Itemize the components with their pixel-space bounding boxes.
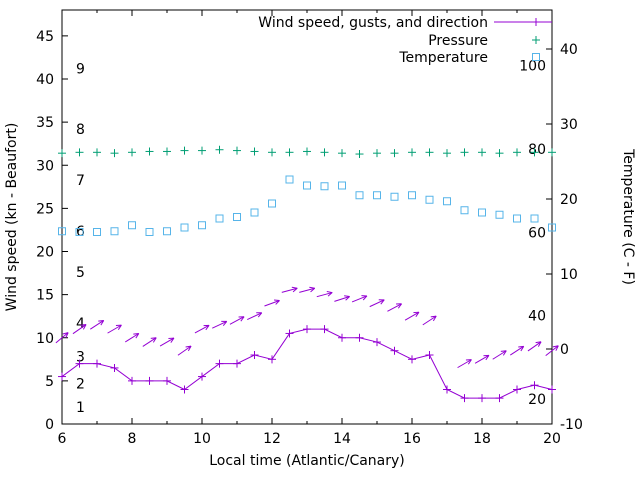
legend-wind-label: Wind speed, gusts, and direction <box>258 15 488 31</box>
legend-pressure-label: Pressure <box>428 33 488 49</box>
axes: 6 8 10 12 14 16 18 20051015202530354045-1001020… <box>36 9 583 447</box>
y-right-tick-label: 40 <box>560 42 578 58</box>
y-right-tick-label: 30 <box>560 117 578 133</box>
gust-direction-arrows <box>55 286 559 369</box>
fahrenheit-scale-label: 100 <box>519 59 546 75</box>
y-left-tick-label: 10 <box>36 331 54 347</box>
x-tick-label: 16 <box>403 431 421 447</box>
y-left-tick-label: 40 <box>36 72 54 88</box>
chart-series <box>55 145 559 403</box>
x-axis-label: Local time (Atlantic/Canary) <box>209 453 405 469</box>
beaufort-scale-label: 6 <box>76 224 85 240</box>
x-tick-label: 14 <box>333 431 351 447</box>
beaufort-scale-label: 1 <box>76 400 85 416</box>
y-right-tick-label: 10 <box>560 267 578 283</box>
x-tick-label: 8 <box>128 431 137 447</box>
fahrenheit-scale-label: 60 <box>528 225 546 241</box>
x-tick-label: 10 <box>193 431 211 447</box>
legend-temperature-sample <box>532 53 540 61</box>
y-axis-label-right: Temperature (C - F) <box>620 148 636 285</box>
legend: Wind speed, gusts, and direction Pressur… <box>258 15 552 66</box>
y-axis-label-left: Wind speed (kn - Beaufort) <box>4 123 20 312</box>
legend-temperature-label: Temperature <box>398 50 488 66</box>
y-left-tick-label: 15 <box>36 288 54 304</box>
y-left-tick-label: 0 <box>45 417 54 433</box>
x-tick-label: 6 <box>58 431 67 447</box>
beaufort-scale-label: 9 <box>76 62 85 78</box>
pressure-series <box>58 145 556 159</box>
y-left-tick-label: 35 <box>36 115 54 131</box>
fahrenheit-scale-label: 20 <box>528 392 546 408</box>
x-tick-label: 12 <box>263 431 281 447</box>
fahrenheit-scale-label: 80 <box>528 142 546 158</box>
beaufort-scale-label: 4 <box>76 316 85 332</box>
beaufort-scale-label: 5 <box>76 265 85 281</box>
y-left-tick-label: 45 <box>36 29 54 45</box>
x-tick-label: 18 <box>473 431 491 447</box>
fahrenheit-scale-label: 40 <box>528 309 546 325</box>
x-tick-label: 20 <box>543 431 561 447</box>
temperature-series <box>58 175 556 236</box>
y-left-tick-label: 30 <box>36 158 54 174</box>
beaufort-scale-label: 3 <box>76 350 85 366</box>
beaufort-scale-label: 8 <box>76 122 85 138</box>
y-right-tick-label: -10 <box>560 417 583 433</box>
beaufort-scale-label: 7 <box>76 173 85 189</box>
y-left-tick-label: 20 <box>36 245 54 261</box>
y-right-tick-label: 20 <box>560 192 578 208</box>
y-left-tick-label: 5 <box>45 374 54 390</box>
y-right-tick-label: 0 <box>560 342 569 358</box>
wind-series <box>58 325 556 403</box>
y-left-tick-label: 25 <box>36 201 54 217</box>
beaufort-scale-label: 2 <box>76 376 85 392</box>
